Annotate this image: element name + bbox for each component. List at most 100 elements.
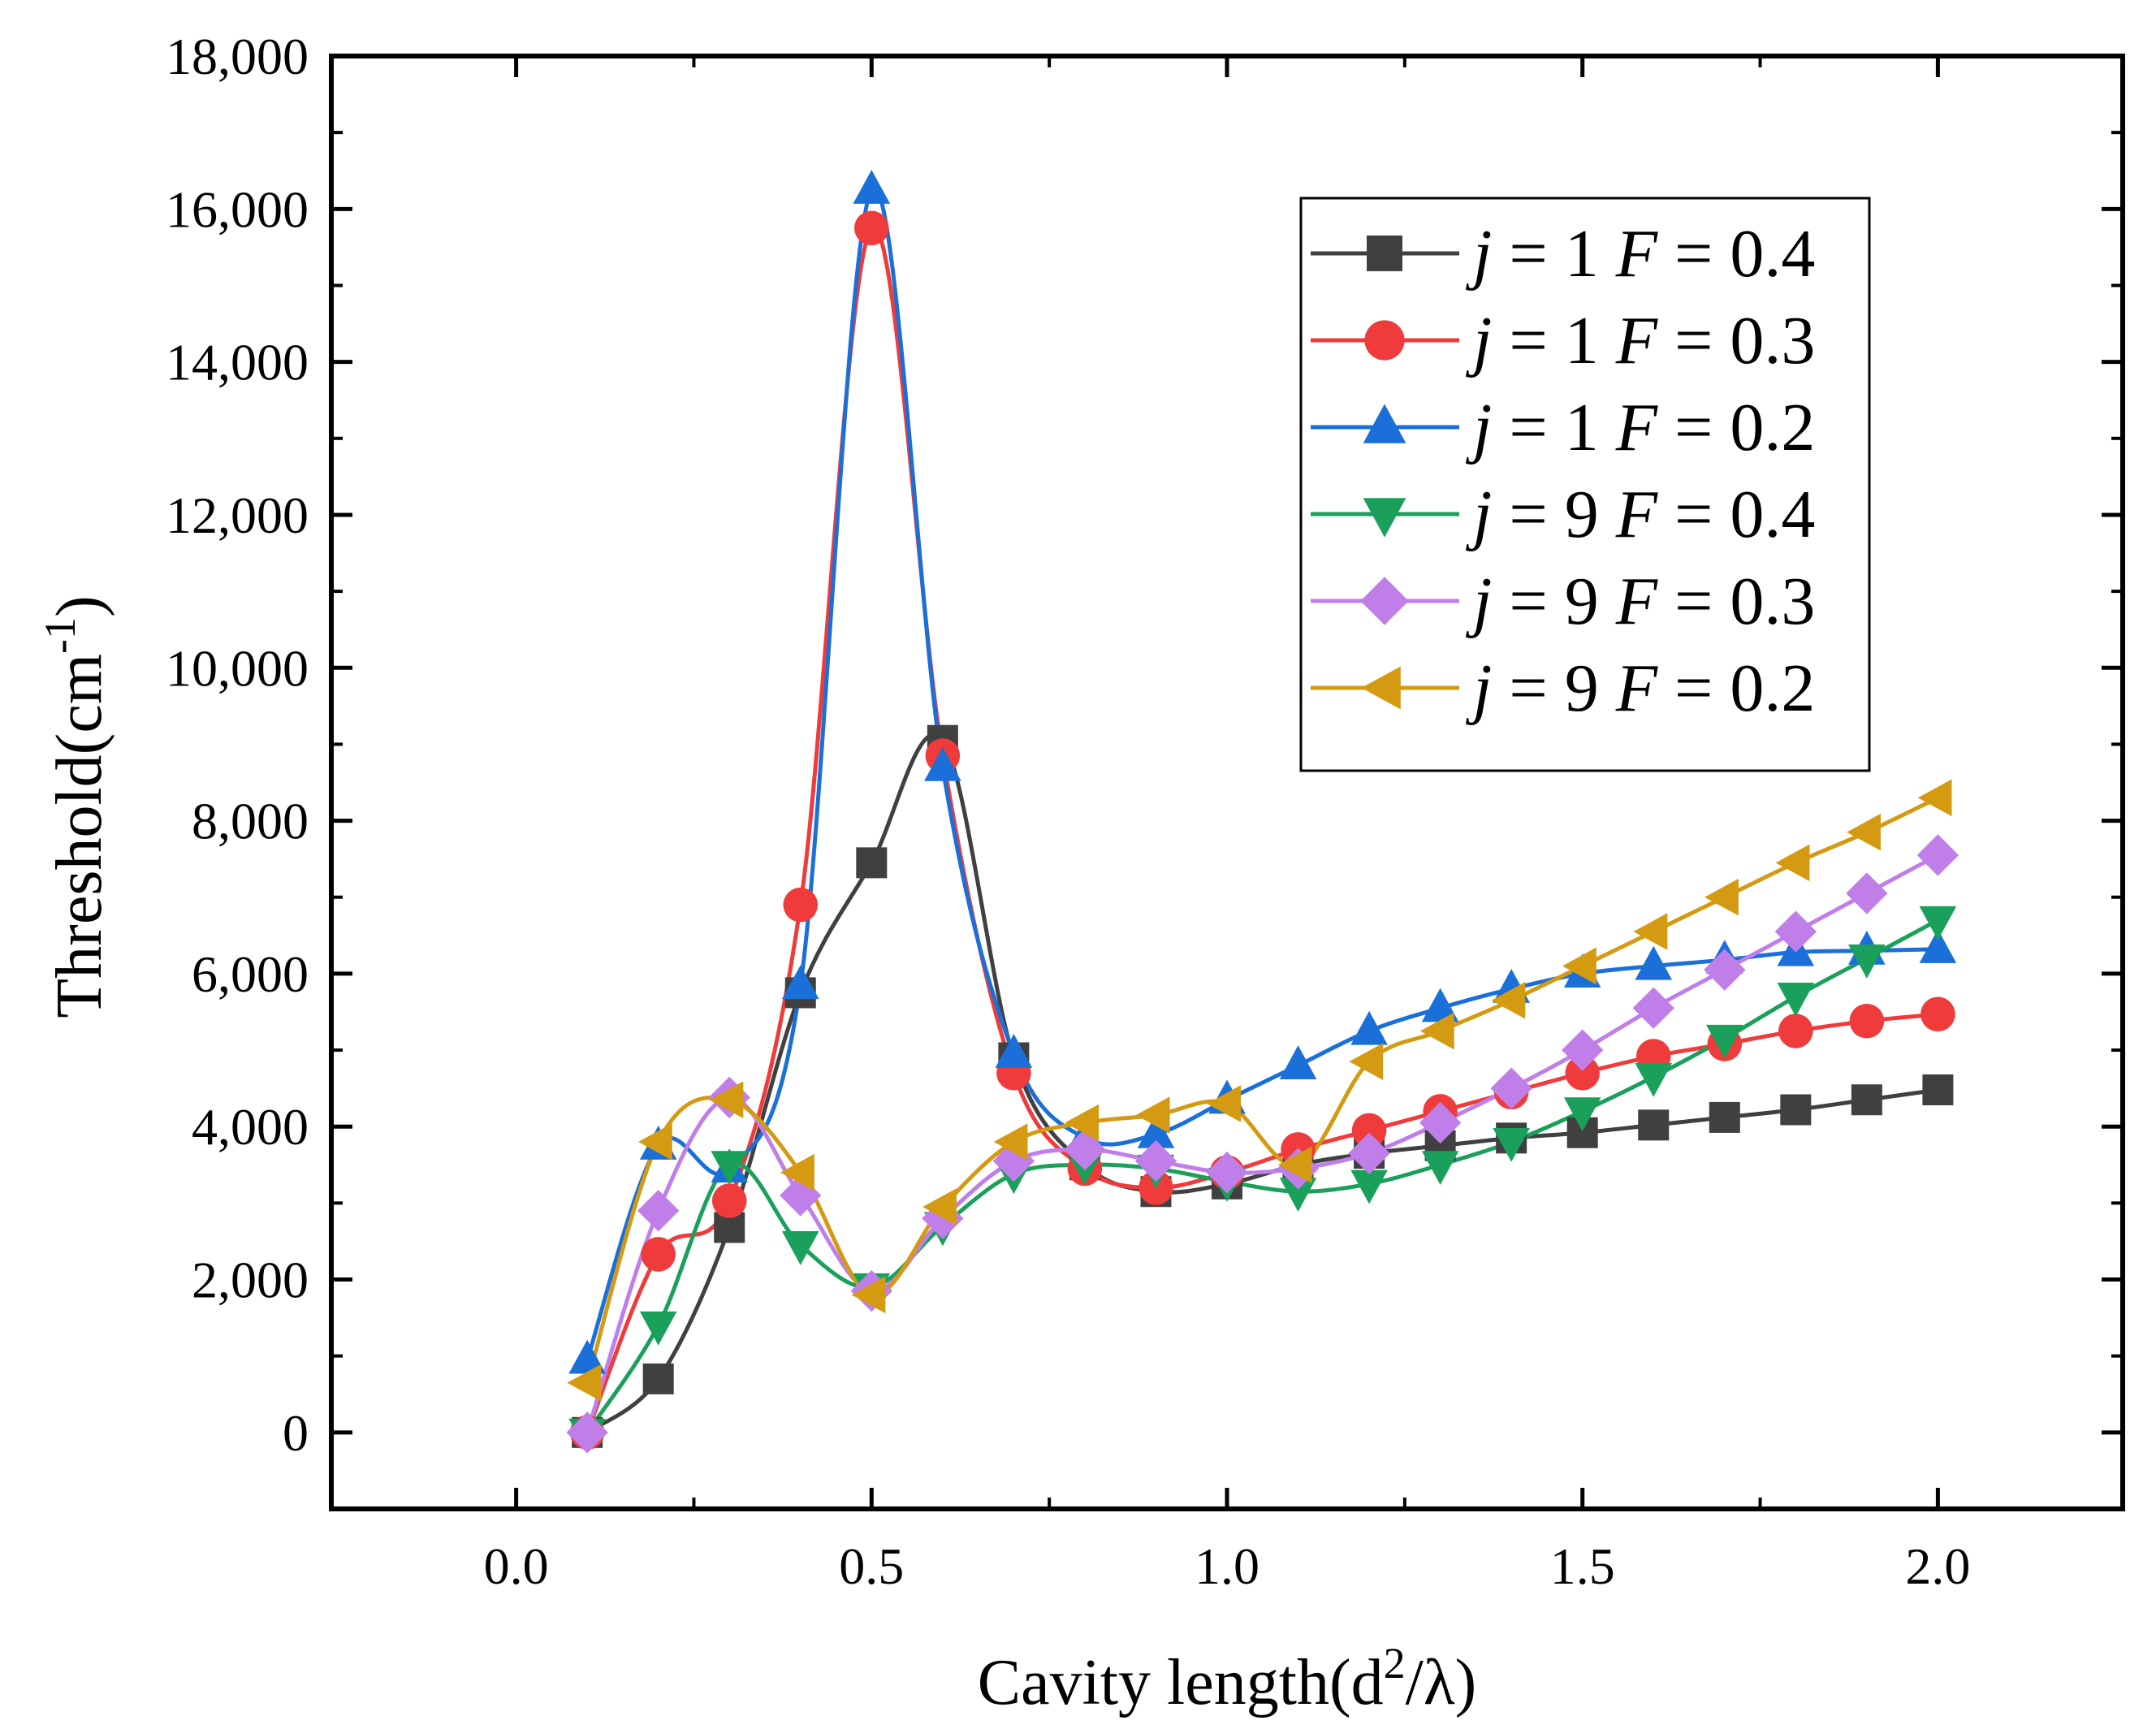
data-point-series-3 [1137, 1113, 1175, 1148]
data-point-series-1 [1709, 1101, 1740, 1133]
y-tick-label: 6,000 [192, 945, 309, 1003]
data-point-series-5 [1704, 949, 1746, 991]
data-point-series-4 [1421, 1151, 1459, 1185]
data-point-series-5 [1916, 834, 1959, 876]
data-point-series-1 [1851, 1084, 1882, 1116]
data-point-series-2 [783, 887, 819, 923]
data-point-series-1 [1780, 1094, 1812, 1126]
data-point-series-2 [711, 1183, 747, 1218]
data-point-series-1 [856, 847, 888, 879]
data-point-series-5 [1134, 1139, 1177, 1182]
x-tick-label: 1.5 [1550, 1537, 1615, 1595]
data-point-series-5 [566, 1411, 608, 1454]
data-point-series-4 [711, 1151, 749, 1185]
data-point-series-2 [1778, 1014, 1813, 1048]
legend: j = 1 F = 0.4 j = 1 F = 0.3 j = 1 F = 0.2 j… [1299, 197, 1871, 772]
data-point-series-6 [1491, 982, 1526, 1019]
data-point-series-6 [780, 1153, 814, 1191]
x-axis-title: Cavity length(d2/λ) [978, 1639, 1477, 1718]
y-tick-label: 14,000 [166, 334, 309, 391]
data-point-series-4 [1635, 1062, 1673, 1097]
data-point-series-6 [993, 1123, 1028, 1161]
data-point-series-2 [1849, 1003, 1885, 1039]
legend-marker [1363, 404, 1406, 443]
y-tick-label: 4,000 [192, 1098, 309, 1156]
legend-label: j = 9 F = 0.4 [1466, 477, 1815, 552]
legend-label: j = 1 F = 0.4 [1466, 216, 1815, 292]
legend-marker [1360, 577, 1409, 625]
y-tick-label: 10,000 [166, 639, 309, 697]
data-point-series-5 [1419, 1101, 1462, 1144]
legend-marker [1363, 498, 1406, 538]
data-point-series-6 [709, 1081, 744, 1119]
data-point-series-4 [1848, 944, 1886, 979]
y-tick-label: 8,000 [192, 793, 309, 850]
data-point-series-5 [637, 1190, 680, 1232]
data-point-series-6 [851, 1276, 886, 1314]
data-point-series-5 [1562, 1029, 1604, 1071]
data-point-series-4 [1350, 1169, 1388, 1204]
data-point-series-4 [1705, 1024, 1743, 1059]
x-tick-label: 0.5 [839, 1537, 904, 1595]
legend-marker [1367, 236, 1402, 271]
y-tick-label: 2,000 [192, 1251, 309, 1309]
y-tick-label: 0 [283, 1404, 309, 1462]
data-point-series-6 [1562, 947, 1596, 985]
plot-frame [329, 54, 2125, 1511]
series-markers [566, 170, 1959, 1454]
data-point-series-4 [1279, 1178, 1317, 1212]
data-point-series-6 [567, 1364, 602, 1402]
data-point-series-5 [1846, 872, 1888, 914]
data-point-series-3 [853, 170, 891, 204]
legend-label: j = 1 F = 0.2 [1466, 390, 1815, 465]
data-point-series-5 [1774, 910, 1817, 953]
data-point-series-1 [1922, 1074, 1954, 1106]
data-point-series-3 [1350, 1010, 1388, 1045]
data-point-series-5 [1490, 1067, 1532, 1109]
data-point-series-2 [1565, 1056, 1600, 1091]
data-point-series-1 [642, 1363, 674, 1394]
y-axis-title: Threshold(cm-1) [36, 595, 115, 1018]
data-point-series-6 [1065, 1104, 1100, 1142]
data-point-series-6 [1917, 779, 1952, 817]
data-point-series-4 [1777, 983, 1815, 1017]
data-point-series-6 [1633, 913, 1668, 950]
y-tick-label: 12,000 [166, 486, 309, 544]
data-point-series-2 [641, 1237, 676, 1272]
legend-label: j = 9 F = 0.3 [1466, 564, 1815, 639]
data-point-series-2 [854, 210, 889, 246]
data-point-series-6 [922, 1188, 957, 1225]
data-point-series-3 [1635, 945, 1673, 980]
data-point-series-5 [1348, 1132, 1390, 1174]
x-tick-label: 0.0 [484, 1537, 549, 1595]
data-point-series-2 [1351, 1113, 1387, 1148]
data-point-series-3 [568, 1339, 606, 1374]
data-point-series-6 [1135, 1096, 1170, 1134]
legend-marker [1361, 666, 1401, 710]
data-point-series-6 [1349, 1043, 1384, 1080]
data-point-series-3 [995, 1034, 1033, 1068]
data-point-series-4 [1919, 906, 1957, 940]
y-tick-label: 16,000 [166, 180, 309, 238]
y-tick-label: 18,000 [166, 28, 309, 85]
data-point-series-6 [1277, 1146, 1312, 1184]
legend-label: j = 9 F = 0.2 [1466, 651, 1815, 726]
data-point-series-6 [637, 1123, 672, 1161]
data-point-series-5 [1206, 1152, 1248, 1194]
data-point-series-3 [1919, 929, 1957, 963]
data-point-series-3 [1279, 1045, 1317, 1079]
data-point-series-6 [1704, 878, 1739, 916]
tick-labels: 0.0 0.5 1.0 1.5 2.0 0 2,000 4,000 6,000 8,000 10,0… [166, 28, 1970, 1595]
data-point-series-4 [781, 1231, 819, 1265]
data-point-series-4 [639, 1311, 677, 1346]
data-point-series-3 [924, 746, 961, 781]
data-point-series-6 [1775, 844, 1810, 882]
data-point-series-4 [1493, 1127, 1530, 1162]
data-point-series-6 [1847, 813, 1881, 851]
data-point-series-6 [1207, 1085, 1242, 1122]
data-point-series-6 [1419, 1012, 1454, 1050]
x-tick-label: 1.0 [1195, 1537, 1259, 1595]
series-line-5 [585, 853, 1939, 1433]
data-point-series-1 [1638, 1109, 1670, 1141]
